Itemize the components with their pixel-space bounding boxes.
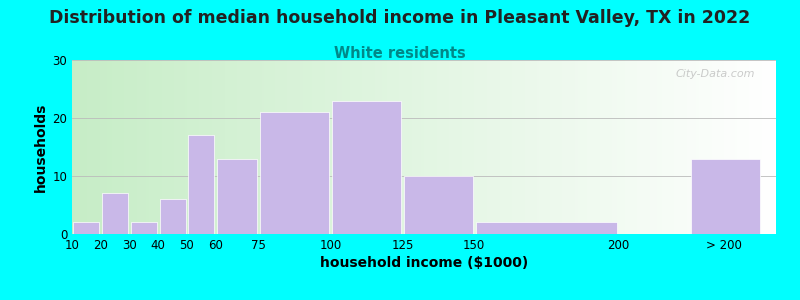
Text: City-Data.com: City-Data.com (675, 69, 755, 79)
Bar (188, 135, 214, 234)
Text: Distribution of median household income in Pleasant Valley, TX in 2022: Distribution of median household income … (50, 9, 750, 27)
Bar (260, 112, 329, 234)
Bar (476, 222, 617, 234)
Bar (131, 222, 157, 234)
Bar (74, 222, 99, 234)
Bar (691, 159, 760, 234)
Bar (217, 159, 258, 234)
Text: White residents: White residents (334, 46, 466, 62)
Bar (160, 199, 186, 234)
X-axis label: household income ($1000): household income ($1000) (320, 256, 528, 270)
Bar (404, 176, 473, 234)
Y-axis label: households: households (34, 102, 48, 192)
Bar (332, 100, 401, 234)
Bar (102, 194, 128, 234)
